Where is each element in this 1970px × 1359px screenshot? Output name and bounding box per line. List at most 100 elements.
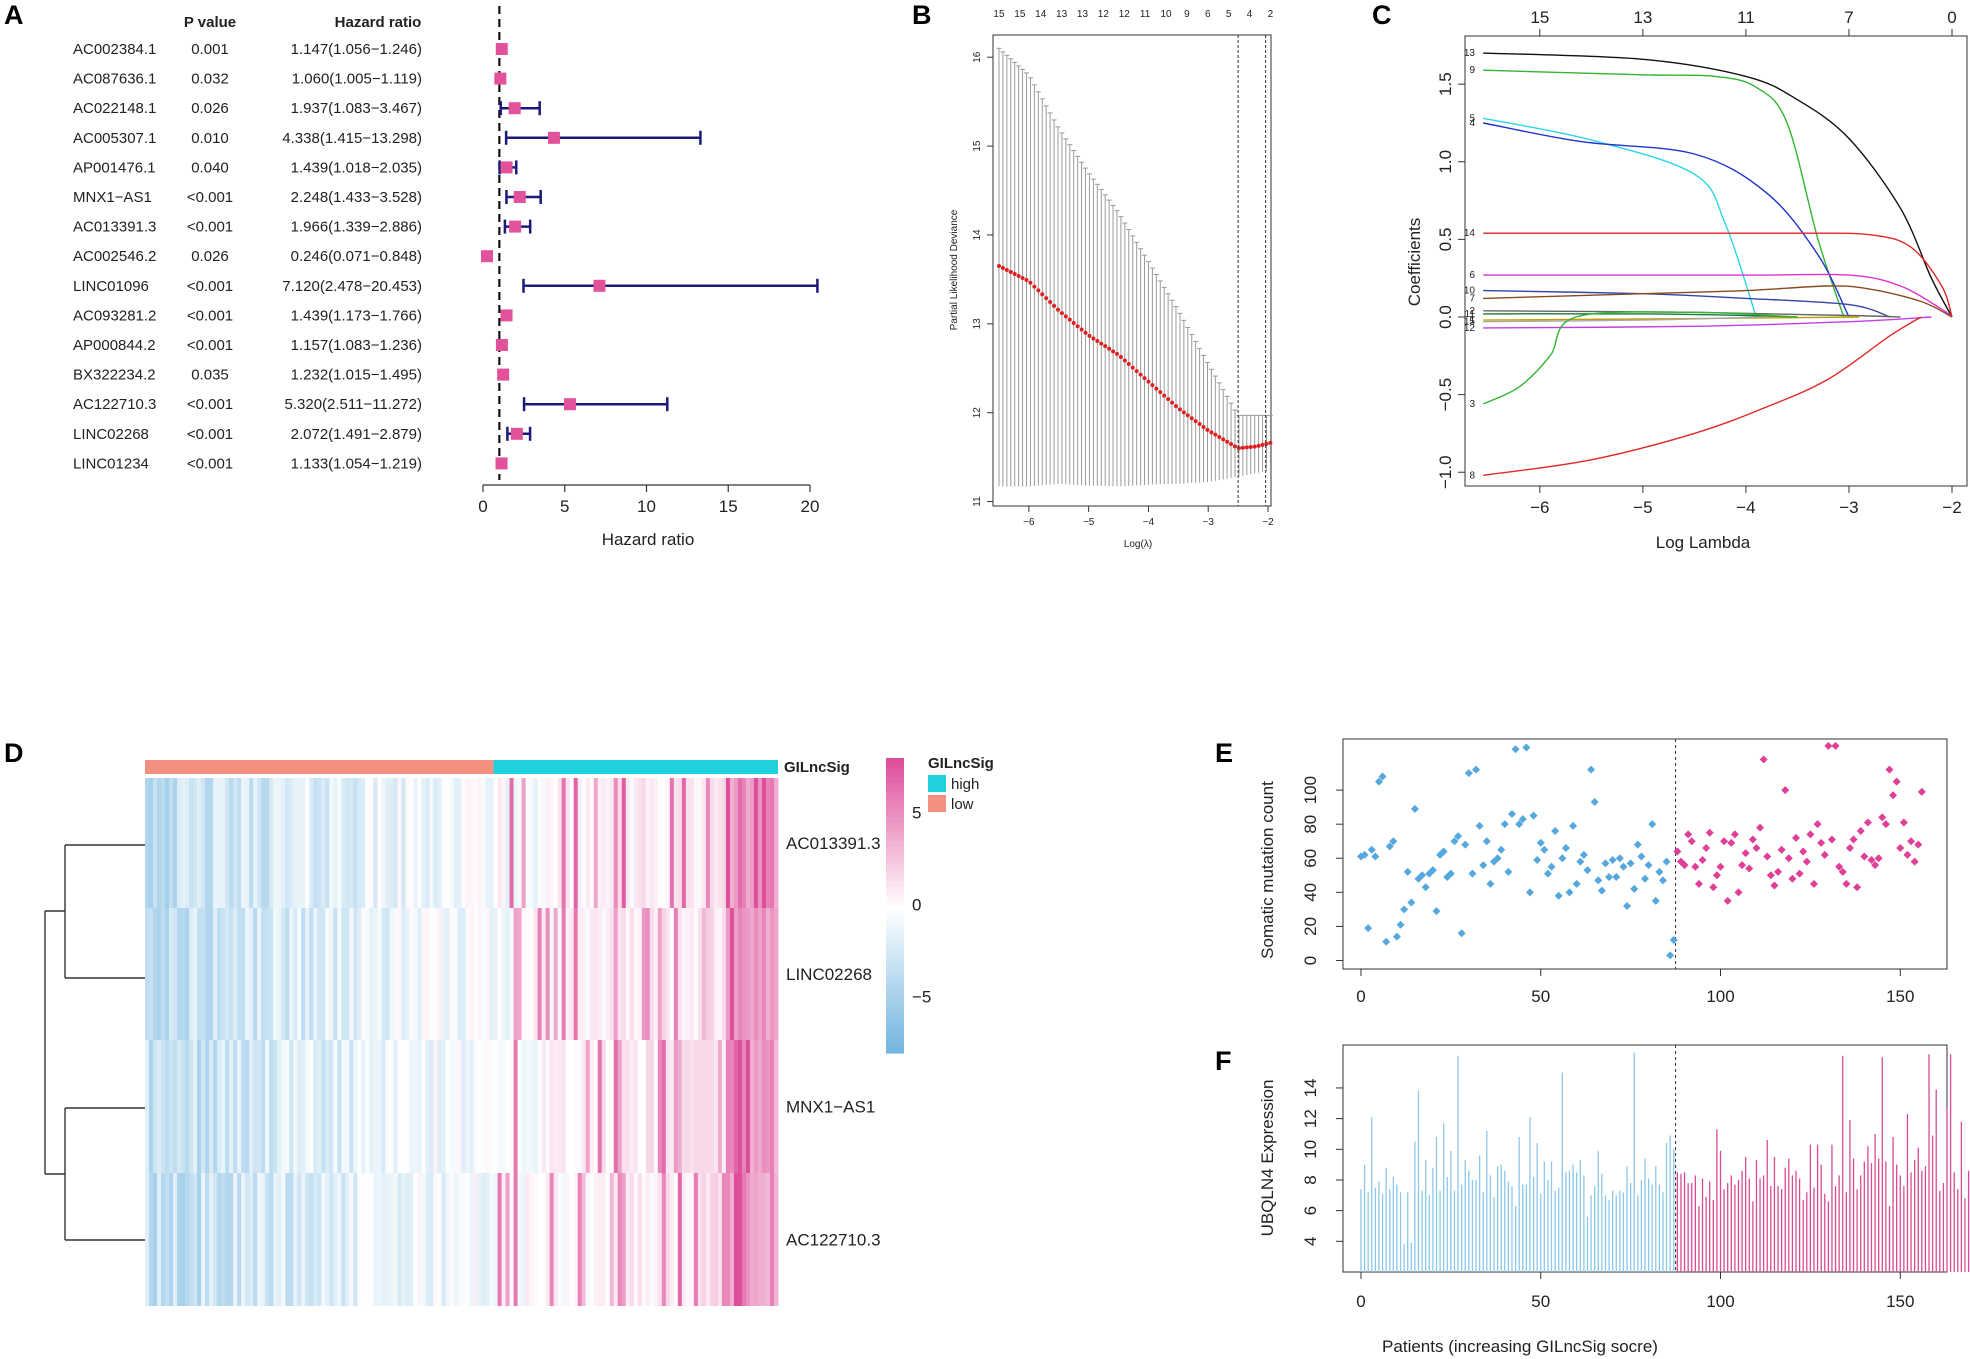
heatmap-cell [301,1040,306,1173]
heatmap-cell [213,1040,218,1173]
heatmap-cell [277,1040,282,1173]
heatmap-cell [273,778,278,908]
heatmap-cell [653,778,659,908]
colorbar-segment [886,826,904,833]
heatmap-cell [757,778,763,908]
heatmap-cell [361,1040,366,1173]
heatmap-cell [297,1040,302,1173]
panel-c-y-axis-label: Coefficients [1405,218,1424,307]
heatmap-cell [741,908,747,1040]
heatmap-cell [653,908,659,1040]
deviance-point [1177,407,1182,412]
pvalue-cell: 0.010 [191,130,229,147]
heatmap-cell [477,1173,482,1306]
heatmap-cell [217,778,222,908]
heatmap-cell [549,1040,555,1173]
pvalue-cell: 0.035 [191,367,229,384]
heatmap-cell [561,1173,567,1306]
high-risk-point [1867,855,1876,864]
low-risk-point [1569,821,1578,830]
heatmap-cell [381,908,386,1040]
heatmap-cell [573,908,579,1040]
heatmap-cell [365,908,370,1040]
panel-b-top-tick-label: 12 [1119,9,1131,20]
heatmap-cell [569,778,575,908]
low-risk-point [1479,861,1488,870]
deviance-point [1095,339,1100,344]
heatmap-cell [157,1040,162,1173]
heatmap-cell [621,908,627,1040]
heatmap-cell [289,778,294,908]
heatmap-cell [501,1173,506,1306]
heatmap-cell [457,908,462,1040]
high-risk-point [1792,833,1800,842]
heatmap-cell [729,1040,735,1173]
deviance-point [1185,413,1190,418]
heatmap-cell [265,908,270,1040]
colorbar-segment [886,812,904,818]
heatmap-cell [541,778,547,908]
heatmap-cell [237,1173,242,1306]
high-risk-point [1802,857,1811,866]
heatmap-cell [397,778,402,908]
heatmap-cell [185,1040,190,1173]
high-risk-point [1799,847,1808,856]
heatmap-cell [577,1173,583,1306]
low-risk-point [1605,873,1614,881]
heatmap-cell [685,1173,691,1306]
coefficient-path-label: 11 [1465,309,1476,320]
deviance-point [1240,445,1245,450]
heatmap-cell [177,1173,182,1306]
low-risk-point [1554,891,1563,900]
pvalue-cell: 0.032 [191,71,229,88]
heatmap-cell [717,1173,723,1306]
coefficient-path [1483,117,1757,318]
panel-b-top-tick-label: 5 [1226,9,1232,20]
heatmap-cell [229,1173,234,1306]
high-risk-point [1705,828,1714,837]
hazard-ratio-box [495,339,508,351]
hazard-ratio-box [500,161,513,174]
heatmap-cell [625,908,631,1040]
hazard-ratio-cell: 7.120(2.478−20.453) [282,278,422,295]
heatmap-cell [477,778,482,908]
heatmap-cell [441,1040,446,1173]
heatmap-cell [469,778,474,908]
high-risk-point [1824,741,1833,750]
heatmap-cell [449,1040,454,1173]
panel-b-y-axis-label: Partial Likelihood Deviance [949,209,960,330]
heatmap-cell [345,908,350,1040]
panel-c-x-tick-label: −5 [1633,498,1652,517]
high-risk-point [1820,850,1829,859]
heatmap-cell [249,1040,254,1173]
hazard-ratio-cell: 1.147(1.056−1.246) [291,41,422,58]
heatmap-cell [281,1173,286,1306]
heatmap-cell [213,1173,218,1306]
heatmap-cell [709,1040,715,1173]
deviance-point [1229,442,1234,447]
heatmap-cell [473,1173,478,1306]
heatmap-cell [609,1040,615,1173]
low-risk-point [1403,867,1412,876]
heatmap-cell [661,1040,667,1173]
hazard-ratio-box [497,368,510,381]
heatmap-cell [245,778,250,908]
deviance-point [1213,432,1218,437]
heatmap-cell [689,778,695,908]
colorbar-segment [886,866,904,872]
heatmap-cell [705,908,711,1040]
low-risk-point [1515,820,1524,829]
panel-b-top-tick-label: 15 [1014,9,1026,20]
low-risk-point [1371,852,1380,861]
heatmap-cell [161,908,166,1040]
heatmap-cell [361,778,366,908]
heatmap-cell [245,1040,250,1173]
low-risk-point [1439,847,1448,856]
heatmap-cell [237,778,242,908]
panel-a-x-tick-label: 0 [478,497,487,516]
low-risk-point [1572,879,1581,888]
deviance-point [996,264,1001,269]
heatmap-cell [153,1040,158,1173]
heatmap-cell [721,1040,727,1173]
heatmap-cell [549,778,555,908]
